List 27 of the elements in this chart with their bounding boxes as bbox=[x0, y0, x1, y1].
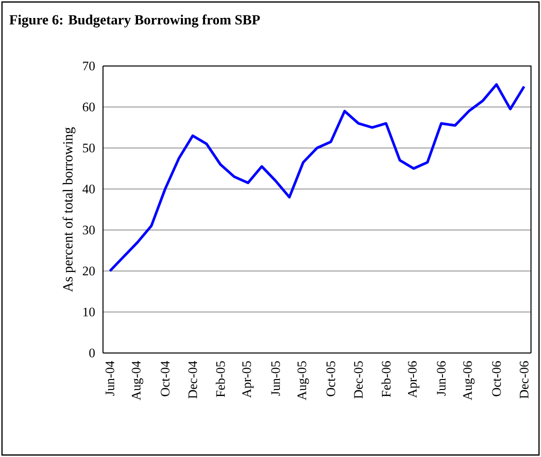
y-tick-label: 60 bbox=[82, 102, 95, 112]
x-tick-label: Feb-06 bbox=[381, 361, 391, 398]
x-tick-label: Aug-05 bbox=[297, 361, 309, 400]
x-tick-label: Apr-06 bbox=[408, 361, 420, 398]
chart-title: Figure 6: Budgetary Borrowing from SBP bbox=[9, 14, 260, 28]
y-axis-title: As percent of total borrowing bbox=[62, 127, 76, 292]
y-tick-label: 50 bbox=[83, 144, 95, 152]
y-tick-label: 70 bbox=[83, 62, 95, 70]
line-series bbox=[108, 83, 526, 272]
x-tick-label: Dec-06 bbox=[520, 361, 528, 399]
x-tick-label: Dec-05 bbox=[354, 361, 363, 399]
x-tick-label: Jun-06 bbox=[436, 361, 446, 396]
y-tick-label: 20 bbox=[82, 266, 95, 276]
x-tick-label: Aug-06 bbox=[463, 361, 475, 400]
y-tick-label: 10 bbox=[83, 308, 95, 316]
y-tick-label: 0 bbox=[89, 348, 95, 358]
x-tick-label: Feb-05 bbox=[216, 361, 225, 398]
x-tick-label: Jun-04 bbox=[106, 360, 114, 396]
x-tick-label: Apr-05 bbox=[242, 361, 254, 398]
x-tick-label: Aug-04 bbox=[132, 360, 144, 400]
y-tick-label: 40 bbox=[82, 184, 95, 194]
x-tick-label: Oct-05 bbox=[326, 361, 336, 396]
x-tick-label: Oct-04 bbox=[160, 360, 170, 396]
x-tick-label: Jun-05 bbox=[271, 361, 280, 396]
x-tick-label: Oct-06 bbox=[492, 361, 501, 396]
x-tick-label: Dec-04 bbox=[188, 360, 198, 399]
y-tick-label: 30 bbox=[82, 226, 95, 234]
